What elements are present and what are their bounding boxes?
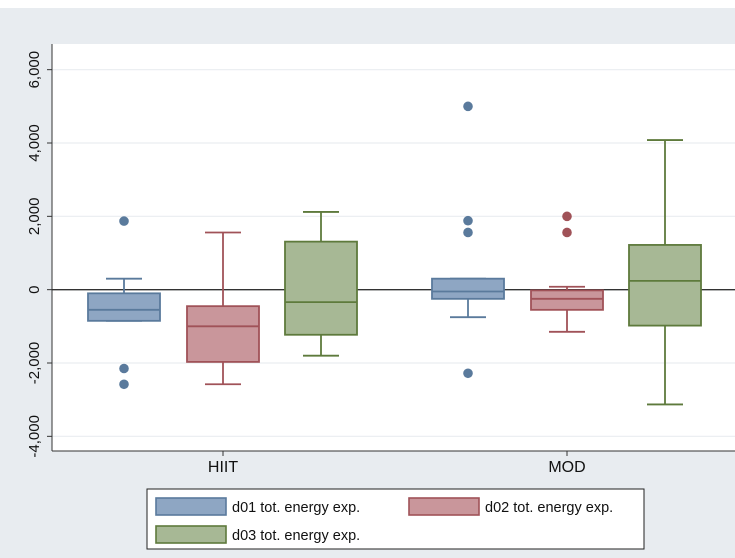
outlier-point: [119, 379, 129, 390]
legend-label: d02 tot. energy exp.: [485, 500, 613, 516]
y-tick-label: -4,000: [26, 415, 43, 458]
grid-lines: [52, 69, 735, 437]
plot-area: [52, 44, 735, 451]
box-iqr: [530, 289, 604, 311]
legend-label: d01 tot. energy exp.: [232, 500, 360, 516]
outlier-point: [119, 363, 129, 374]
legend-swatch: [408, 497, 480, 516]
legend-label: d03 tot. energy exp.: [232, 528, 360, 544]
outlier-point: [463, 227, 473, 238]
legend-box: [146, 488, 645, 550]
outlier-point: [119, 216, 129, 226]
outlier-point: [562, 211, 572, 222]
y-tick-label: 2,000: [26, 198, 43, 236]
box-iqr: [87, 292, 161, 322]
box-iqr: [284, 240, 358, 336]
legend: d01 tot. energy exp. d02 tot. energy exp.…: [146, 488, 645, 550]
outlier-point: [463, 215, 473, 226]
category-label: HIIT: [208, 459, 238, 476]
box-iqr: [431, 277, 505, 300]
outlier-point: [562, 227, 572, 238]
x-axis: HIIT MOD: [52, 450, 735, 476]
y-axis: -4,000 -2,000 0 2,000 4,000 6,000: [26, 44, 53, 458]
y-tick-label: 0: [26, 285, 43, 293]
box-iqr: [186, 305, 260, 363]
legend-swatch: [155, 497, 227, 516]
category-label: MOD: [548, 459, 585, 476]
y-tick-label: 4,000: [26, 124, 43, 162]
y-tick-label: -2,000: [26, 342, 43, 385]
boxes: [87, 101, 702, 406]
outlier-point: [463, 368, 473, 379]
y-tick-label: 6,000: [26, 51, 43, 89]
legend-swatch: [155, 525, 227, 544]
outlier-point: [463, 101, 473, 112]
box-iqr: [628, 244, 702, 327]
